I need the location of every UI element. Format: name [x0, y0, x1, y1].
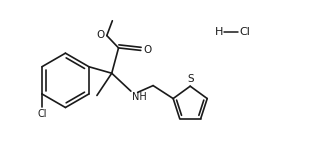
Text: Cl: Cl [37, 109, 47, 119]
Text: O: O [143, 45, 151, 55]
Text: O: O [96, 30, 104, 40]
Text: Cl: Cl [240, 27, 251, 37]
Text: NH: NH [132, 92, 147, 102]
Text: S: S [187, 74, 193, 84]
Text: H: H [214, 27, 223, 37]
